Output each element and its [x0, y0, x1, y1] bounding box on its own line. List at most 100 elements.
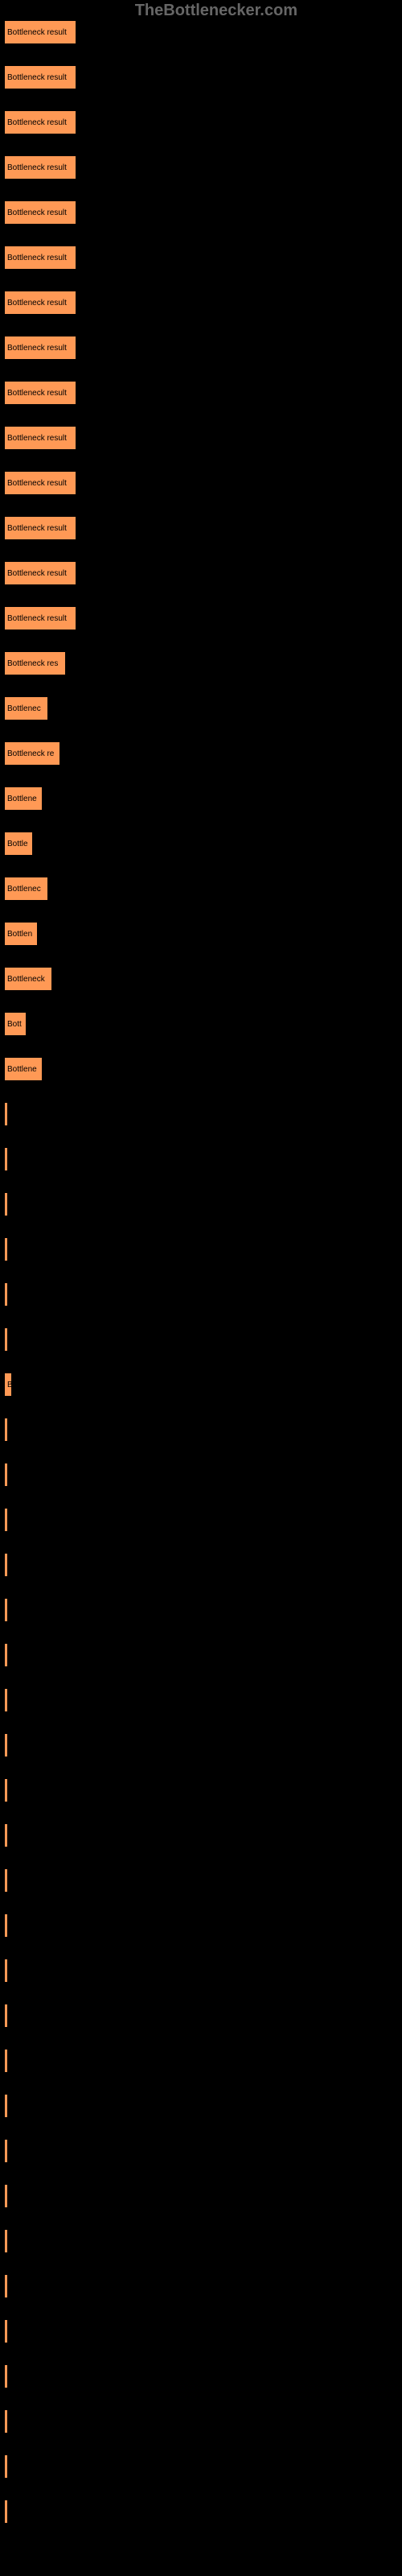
chart-bar: Bottleneck result [4, 200, 76, 225]
chart-bar [4, 1147, 8, 1171]
bar-row [4, 2049, 398, 2073]
bar-row [4, 1733, 398, 1757]
chart-bar [4, 1643, 8, 1667]
chart-bar [4, 2274, 8, 2298]
bar-row [4, 2094, 398, 2118]
bar-row: B [4, 1373, 398, 1397]
bar-row: Bottleneck result [4, 291, 398, 315]
chart-bar: B [4, 1373, 12, 1397]
chart-bar: Bottleneck result [4, 471, 76, 495]
chart-bar: Bottleneck result [4, 155, 76, 180]
chart-bar [4, 1778, 8, 1802]
bar-row [4, 1418, 398, 1442]
bar-row [4, 2454, 398, 2479]
chart-container: Bottleneck result Bottleneck result Bottle… [4, 20, 398, 2545]
bar-row [4, 2274, 398, 2298]
bar-row [4, 1147, 398, 1171]
chart-bar [4, 1327, 8, 1352]
bar-row [4, 1823, 398, 1847]
chart-bar [4, 1598, 8, 1622]
bar-row [4, 1282, 398, 1307]
chart-bar [4, 2364, 8, 2388]
bar-row [4, 1508, 398, 1532]
chart-bar [4, 1688, 8, 1712]
bar-row: Bottleneck res [4, 651, 398, 675]
bar-row [4, 1778, 398, 1802]
bar-row [4, 2409, 398, 2434]
chart-bar [4, 1102, 8, 1126]
bar-row [4, 1643, 398, 1667]
chart-bar: Bottleneck result [4, 291, 76, 315]
chart-bar [4, 1868, 8, 1893]
bar-row: Bottleneck result [4, 336, 398, 360]
chart-bar: Bottlenec [4, 877, 48, 901]
chart-bar [4, 2229, 8, 2253]
chart-bar: Bottlene [4, 1057, 43, 1081]
chart-bar: Bottleneck result [4, 246, 76, 270]
bar-row: Bott [4, 1012, 398, 1036]
chart-bar [4, 2409, 8, 2434]
chart-bar [4, 2004, 8, 2028]
bar-row [4, 1868, 398, 1893]
bar-row [4, 2500, 398, 2524]
bar-row: Bottlenec [4, 877, 398, 901]
bar-row [4, 1959, 398, 1983]
bar-row [4, 1913, 398, 1938]
bar-row [4, 1688, 398, 1712]
chart-bar: Bottleneck re [4, 741, 60, 766]
bar-row: Bottleneck result [4, 516, 398, 540]
bar-row: Bottlene [4, 786, 398, 811]
bar-row: Bottleneck result [4, 246, 398, 270]
chart-bar [4, 1959, 8, 1983]
bar-row: Bottlen [4, 922, 398, 946]
chart-bar: Bottleneck res [4, 651, 66, 675]
bar-row [4, 2139, 398, 2163]
chart-bar [4, 1508, 8, 1532]
chart-bar: Bottleneck result [4, 65, 76, 89]
bar-row [4, 1327, 398, 1352]
bar-row [4, 1598, 398, 1622]
chart-bar: Bottle [4, 832, 33, 856]
chart-bar [4, 2454, 8, 2479]
chart-bar [4, 1192, 8, 1216]
bar-row: Bottleneck result [4, 606, 398, 630]
chart-bar: Bottleneck result [4, 381, 76, 405]
chart-bar: Bottleneck [4, 967, 52, 991]
bar-row: Bottleneck result [4, 426, 398, 450]
chart-bar: Bottleneck result [4, 561, 76, 585]
chart-bar: Bottleneck result [4, 110, 76, 134]
bar-row: Bottleneck result [4, 20, 398, 44]
bar-row [4, 2229, 398, 2253]
chart-bar [4, 1282, 8, 1307]
chart-bar [4, 2319, 8, 2343]
chart-bar: Bottlenec [4, 696, 48, 720]
chart-bar [4, 1733, 8, 1757]
bar-row: Bottleneck result [4, 561, 398, 585]
bar-row [4, 2319, 398, 2343]
chart-bar: Bottlen [4, 922, 38, 946]
chart-bar [4, 2049, 8, 2073]
chart-bar: Bott [4, 1012, 27, 1036]
chart-bar [4, 2139, 8, 2163]
bar-row [4, 1553, 398, 1577]
chart-bar: Bottleneck result [4, 336, 76, 360]
chart-bar: Bottleneck result [4, 606, 76, 630]
bar-row: Bottleneck result [4, 471, 398, 495]
bar-row [4, 1237, 398, 1261]
chart-bar [4, 1553, 8, 1577]
bar-row: Bottleneck result [4, 200, 398, 225]
bar-row [4, 2364, 398, 2388]
chart-bar: Bottlene [4, 786, 43, 811]
bar-row [4, 1102, 398, 1126]
bar-row: Bottlenec [4, 696, 398, 720]
bar-row: Bottleneck result [4, 65, 398, 89]
chart-bar [4, 2184, 8, 2208]
bar-row: Bottlene [4, 1057, 398, 1081]
bar-row: Bottleneck result [4, 110, 398, 134]
bar-row: Bottleneck re [4, 741, 398, 766]
chart-bar: Bottleneck result [4, 516, 76, 540]
chart-bar: Bottleneck result [4, 426, 76, 450]
chart-bar [4, 1237, 8, 1261]
chart-bar [4, 1823, 8, 1847]
chart-bar [4, 1913, 8, 1938]
